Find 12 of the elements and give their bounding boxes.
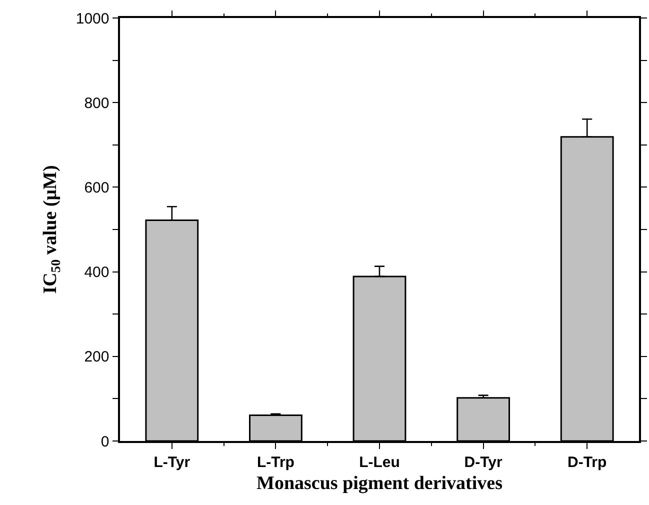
x-tick-label: L-Trp bbox=[256, 454, 294, 471]
y-tick-label: 400 bbox=[84, 264, 110, 282]
x-tick-label: D-Tyr bbox=[464, 454, 502, 471]
x-tick-label: L-Leu bbox=[359, 454, 400, 471]
y-tick-label: 1000 bbox=[76, 10, 110, 28]
y-tick-label: 200 bbox=[84, 348, 110, 366]
x-axis-title: Monascus pigment derivatives bbox=[256, 473, 502, 494]
x-tick-label: D-Trp bbox=[568, 454, 607, 471]
y-tick-label: 800 bbox=[84, 94, 110, 112]
x-tick-label: L-Tyr bbox=[154, 454, 190, 471]
y-tick-label: 0 bbox=[100, 433, 110, 450]
y-tick-label: 600 bbox=[84, 179, 110, 196]
